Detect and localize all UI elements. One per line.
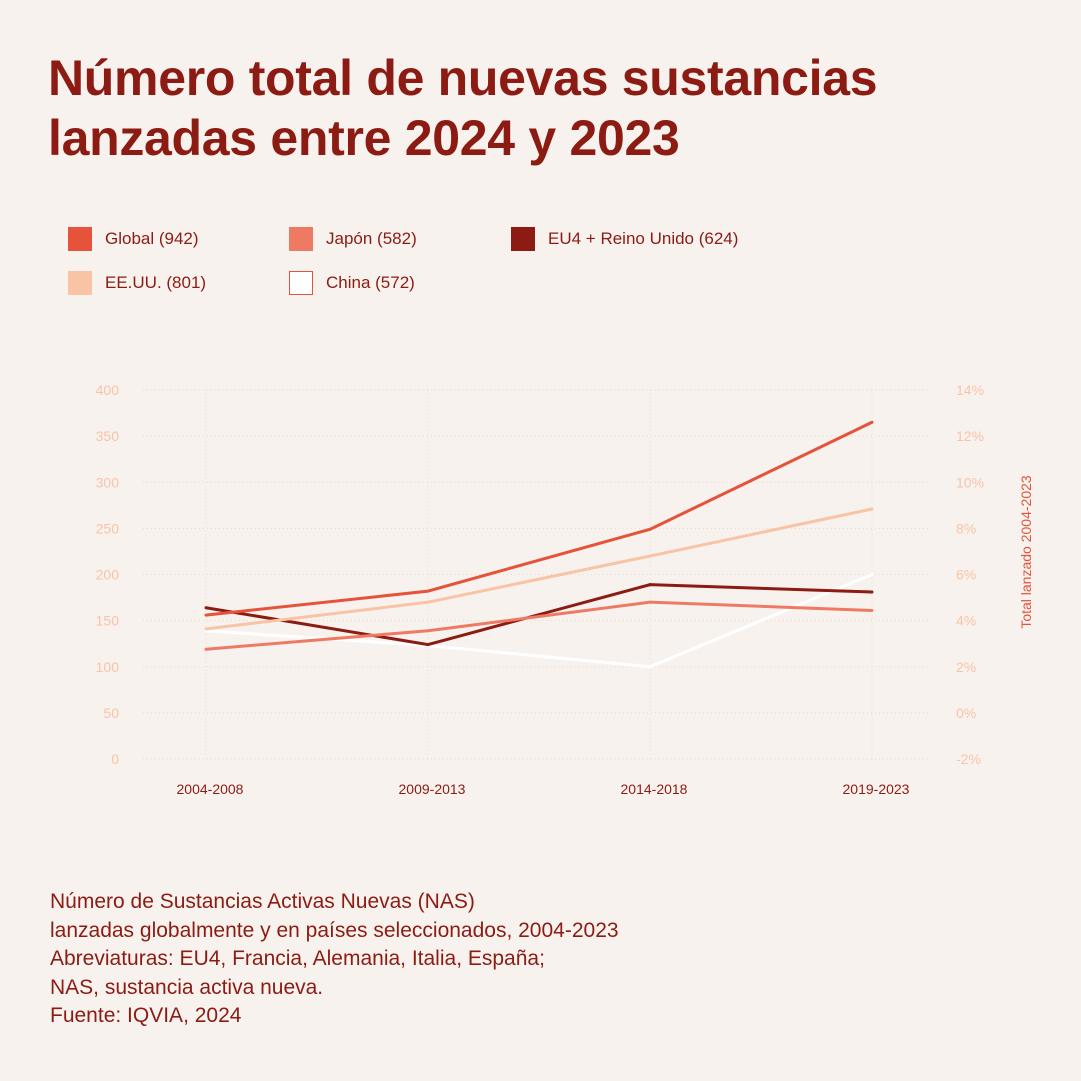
data-point-ee-uu-801	[648, 554, 652, 558]
caption-line-3: Abreviaturas: EU4, Francia, Alemania, It…	[50, 947, 545, 970]
legend-swatch-global	[68, 227, 92, 251]
title-line-2: lanzadas entre 2024 y 2023	[48, 110, 680, 166]
data-point-global-942	[870, 420, 874, 424]
y2-tick-label: 4%	[956, 613, 976, 629]
y2-tick-label: 0%	[956, 705, 976, 721]
y-tick-label: 350	[96, 428, 120, 444]
series-line-eu4-reino-unido-624	[205, 583, 873, 647]
data-point-global-942	[204, 613, 208, 617]
data-point-global-942	[426, 589, 430, 593]
data-point-eu4-reino-unido-624	[426, 643, 430, 647]
x-tick-label: 2004-2008	[177, 781, 244, 797]
legend-label-eeuu: EE.UU. (801)	[105, 273, 207, 292]
title-line-1: Número total de nuevas sustancias	[48, 50, 878, 106]
legend-swatch-japon	[289, 227, 313, 251]
caption-line-4: NAS, sustancia activa nueva.	[50, 975, 324, 999]
series-line-japon-582	[205, 600, 873, 651]
y-tick-label: 100	[96, 659, 120, 675]
y-tick-label: 400	[96, 382, 120, 398]
x-tick-label: 2009-2013	[399, 781, 466, 797]
data-point-ee-uu-801	[204, 627, 208, 631]
data-point-china-572	[870, 573, 874, 576]
legend-label-japon: Japón (582)	[326, 229, 417, 248]
series-line-china-572	[205, 573, 873, 669]
data-point-japon-582	[204, 647, 208, 651]
caption-line-2: lanzadas globalmente y en países selecci…	[50, 918, 619, 942]
x-tick-label: 2014-2018	[621, 781, 688, 797]
legend-label-eu4-uk: EU4 + Reino Unido (624)	[548, 229, 739, 248]
series-line-global-942	[205, 420, 873, 617]
y-tick-label: 250	[96, 520, 120, 536]
y2-tick-label: 10%	[956, 474, 984, 490]
y2-tick-label: 12%	[956, 428, 984, 444]
y2-tick-label: 14%	[956, 382, 984, 398]
data-point-ee-uu-801	[870, 507, 874, 511]
caption-line-1: Número de Sustancias Activas Nuevas (NAS…	[50, 890, 475, 913]
series-line-ee-uu-801	[205, 507, 873, 631]
legend-swatch-china	[289, 271, 313, 295]
data-point-ee-uu-801	[426, 600, 430, 604]
legend: Global (942) Japón (582) EU4 + Reino Uni…	[68, 226, 1028, 306]
legend-swatch-eu4-uk	[511, 227, 535, 251]
y2-tick-label: -2%	[956, 751, 981, 767]
y-tick-label: 300	[96, 474, 120, 490]
caption: Número de Sustancias Activas Nuevas (NAS…	[50, 888, 950, 1031]
legend-item-japon: Japón (582)	[289, 226, 417, 252]
legend-item-eeuu: EE.UU. (801)	[68, 270, 206, 296]
data-point-china-572	[648, 665, 652, 669]
data-point-japon-582	[648, 600, 652, 604]
y2-tick-label: 2%	[956, 659, 976, 675]
y2-tick-label: 6%	[956, 567, 976, 583]
y2-tick-label: 8%	[956, 520, 976, 536]
legend-item-china: China (572)	[289, 270, 415, 296]
y-tick-label: 200	[96, 567, 120, 583]
legend-item-global: Global (942)	[68, 226, 199, 252]
data-point-eu4-reino-unido-624	[204, 606, 208, 610]
data-point-japon-582	[870, 608, 874, 612]
data-point-japon-582	[426, 629, 430, 633]
line-chart: 0 -2% 50 0% 100 2% 150 4% 200 6% 250 8% 300 10% 350 12%…	[96, 382, 1034, 797]
legend-swatch-eeuu	[68, 271, 92, 295]
legend-label-china: China (572)	[326, 273, 415, 292]
y-tick-label: 0	[111, 751, 119, 767]
data-point-eu4-reino-unido-624	[870, 590, 874, 594]
chart-title: Número total de nuevas sustancias lanzad…	[48, 48, 1038, 168]
legend-label-global: Global (942)	[105, 229, 199, 248]
y-tick-label: 150	[96, 613, 120, 629]
caption-line-5: Fuente: IQVIA, 2024	[50, 1004, 242, 1027]
x-tick-label: 2019-2023	[843, 781, 910, 797]
data-point-eu4-reino-unido-624	[648, 583, 652, 587]
legend-item-eu4-uk: EU4 + Reino Unido (624)	[511, 226, 738, 252]
data-point-global-942	[648, 527, 652, 531]
y-tick-label: 50	[103, 705, 119, 721]
y2-axis-label: Total lanzado 2004-2023	[1018, 475, 1034, 629]
